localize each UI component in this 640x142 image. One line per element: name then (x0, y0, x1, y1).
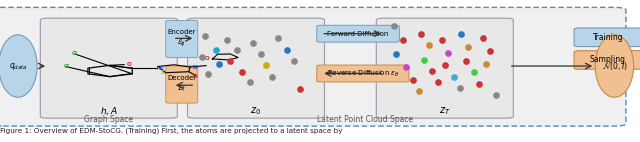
Text: Sampling: Sampling (590, 56, 626, 64)
Text: Latent Point Cloud Space: Latent Point Cloud Space (317, 115, 413, 124)
Text: $h, A$: $h, A$ (100, 105, 118, 117)
Text: NH: NH (157, 66, 164, 71)
FancyBboxPatch shape (40, 18, 177, 118)
Text: Graph Space: Graph Space (84, 115, 133, 124)
FancyBboxPatch shape (317, 65, 409, 82)
Text: N: N (192, 64, 197, 70)
Text: S: S (161, 70, 164, 75)
Text: Reverse Diffusion $\epsilon_{\theta}$: Reverse Diffusion $\epsilon_{\theta}$ (326, 68, 399, 79)
Text: Figure 1: Overview of EDM-StoCG. (Training) First, the atoms are projected to a : Figure 1: Overview of EDM-StoCG. (Traini… (0, 128, 342, 134)
Ellipse shape (0, 35, 37, 97)
Text: O: O (127, 62, 132, 67)
Text: Forward Diffusion: Forward Diffusion (328, 31, 388, 37)
FancyBboxPatch shape (0, 7, 626, 126)
Text: O: O (205, 56, 210, 61)
Text: Decoder
$\mathcal{D}_{l}$: Decoder $\mathcal{D}_{l}$ (167, 75, 196, 94)
Ellipse shape (595, 35, 634, 97)
Text: Training: Training (593, 33, 623, 42)
Text: Cl: Cl (72, 51, 78, 57)
Text: $\mathcal{N}(0,\mathit{I})$: $\mathcal{N}(0,\mathit{I})$ (602, 60, 627, 72)
FancyBboxPatch shape (317, 25, 399, 42)
FancyBboxPatch shape (574, 51, 640, 69)
FancyBboxPatch shape (376, 18, 513, 118)
Text: $q_{data}$: $q_{data}$ (9, 60, 27, 72)
Text: $z_0$: $z_0$ (250, 105, 262, 117)
Text: O: O (193, 74, 198, 79)
FancyBboxPatch shape (574, 28, 640, 47)
Text: Encoder
$\mathcal{E}_{\phi}$: Encoder $\mathcal{E}_{\phi}$ (168, 29, 196, 49)
FancyBboxPatch shape (166, 20, 198, 58)
Text: Cl: Cl (63, 64, 70, 69)
Text: $z_T$: $z_T$ (439, 105, 451, 117)
FancyBboxPatch shape (166, 66, 198, 103)
FancyBboxPatch shape (188, 18, 324, 118)
